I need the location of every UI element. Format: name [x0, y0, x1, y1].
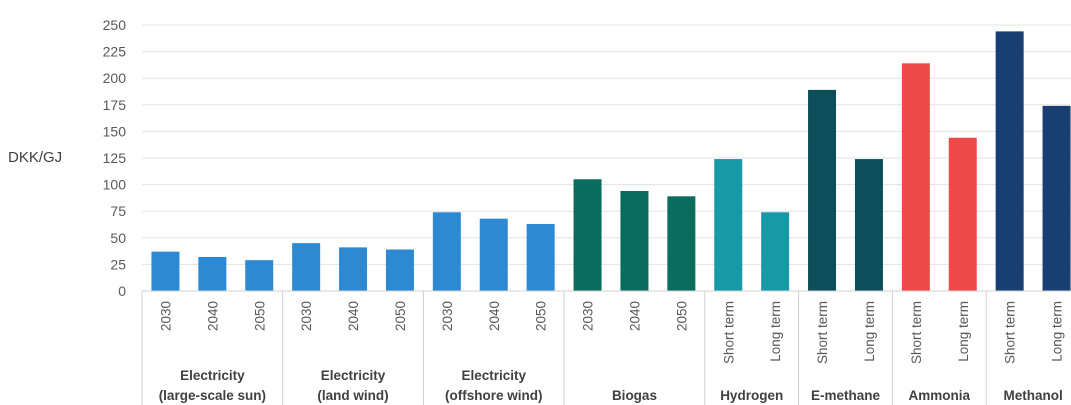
bars [151, 31, 1071, 292]
x-group-label: (land wind) [317, 388, 388, 403]
y-tick-label: 125 [103, 150, 127, 166]
y-tick-label: 0 [118, 283, 126, 299]
x-category-label: 2040 [346, 301, 361, 331]
x-group-label: (offshore wind) [445, 388, 543, 403]
bar [761, 212, 790, 291]
x-category-label: Short term [909, 301, 924, 364]
y-tick-label: 200 [103, 70, 127, 86]
x-group-label: E-methane [811, 388, 881, 403]
bar [339, 247, 368, 291]
x-category-labels: 2030 2040 2050 2030 2040 2050 2030 2040 2050 2030… [158, 301, 1064, 364]
y-tick-label: 25 [110, 256, 126, 272]
x-category-label: Short term [815, 301, 830, 364]
x-category-label: Long term [768, 301, 783, 362]
x-group-label: Electricity [180, 368, 245, 383]
x-category-label: 2030 [440, 301, 455, 331]
x-group-label: Hydrogen [720, 388, 783, 403]
y-tick-label: 225 [103, 44, 127, 60]
bar [667, 196, 696, 291]
x-group-label: Electricity [321, 368, 386, 383]
bar [198, 256, 227, 291]
x-category-label: 2040 [627, 301, 642, 331]
bar [995, 31, 1024, 291]
x-category-label: Long term [956, 301, 971, 362]
x-group-label: Methanol [1003, 388, 1062, 403]
y-tick-label: 150 [103, 123, 127, 139]
gridlines [142, 24, 1071, 292]
x-category-label: 2030 [158, 301, 173, 331]
bar [1042, 105, 1071, 291]
bar [620, 190, 649, 291]
y-tick-label: 250 [103, 17, 127, 33]
y-tick-label: 100 [103, 177, 127, 193]
x-group-label: Biogas [612, 388, 657, 403]
bar [245, 260, 274, 291]
bar [385, 249, 414, 291]
x-category-label: Long term [1050, 301, 1065, 362]
bar [432, 212, 461, 291]
y-tick-label: 75 [110, 203, 126, 219]
x-category-label: 2030 [299, 301, 314, 331]
x-group-labels: Electricity (large-scale sun) Electricity (… [159, 368, 1063, 403]
y-tick-label: 50 [110, 230, 126, 246]
x-group-label: Electricity [461, 368, 526, 383]
bar [714, 159, 743, 291]
y-tick-label: 175 [103, 97, 127, 113]
x-category-label: 2050 [674, 301, 689, 331]
bar [526, 223, 555, 291]
y-axis-label: DKK/GJ [8, 149, 62, 166]
x-category-label: 2050 [393, 301, 408, 331]
x-category-label: 2050 [534, 301, 549, 331]
bar [573, 179, 602, 291]
bar [808, 89, 837, 292]
x-group-label: Ammonia [909, 388, 971, 403]
x-category-label: 2030 [581, 301, 596, 331]
x-category-label: 2040 [487, 301, 502, 331]
bar [901, 63, 930, 291]
x-category-label: Short term [1003, 301, 1018, 364]
bar [948, 137, 977, 291]
bar [292, 243, 321, 291]
x-group-label: (large-scale sun) [159, 388, 266, 403]
x-category-label: 2050 [252, 301, 267, 331]
x-category-label: 2040 [205, 301, 220, 331]
y-axis-ticks: 0 25 50 75 100 125 150 175 200 225 250 [103, 17, 127, 299]
x-category-label: Short term [721, 301, 736, 364]
bar [479, 218, 508, 291]
bar [854, 159, 883, 291]
x-category-label: Long term [862, 301, 877, 362]
bar [151, 251, 180, 291]
x-axis [141, 290, 1071, 405]
